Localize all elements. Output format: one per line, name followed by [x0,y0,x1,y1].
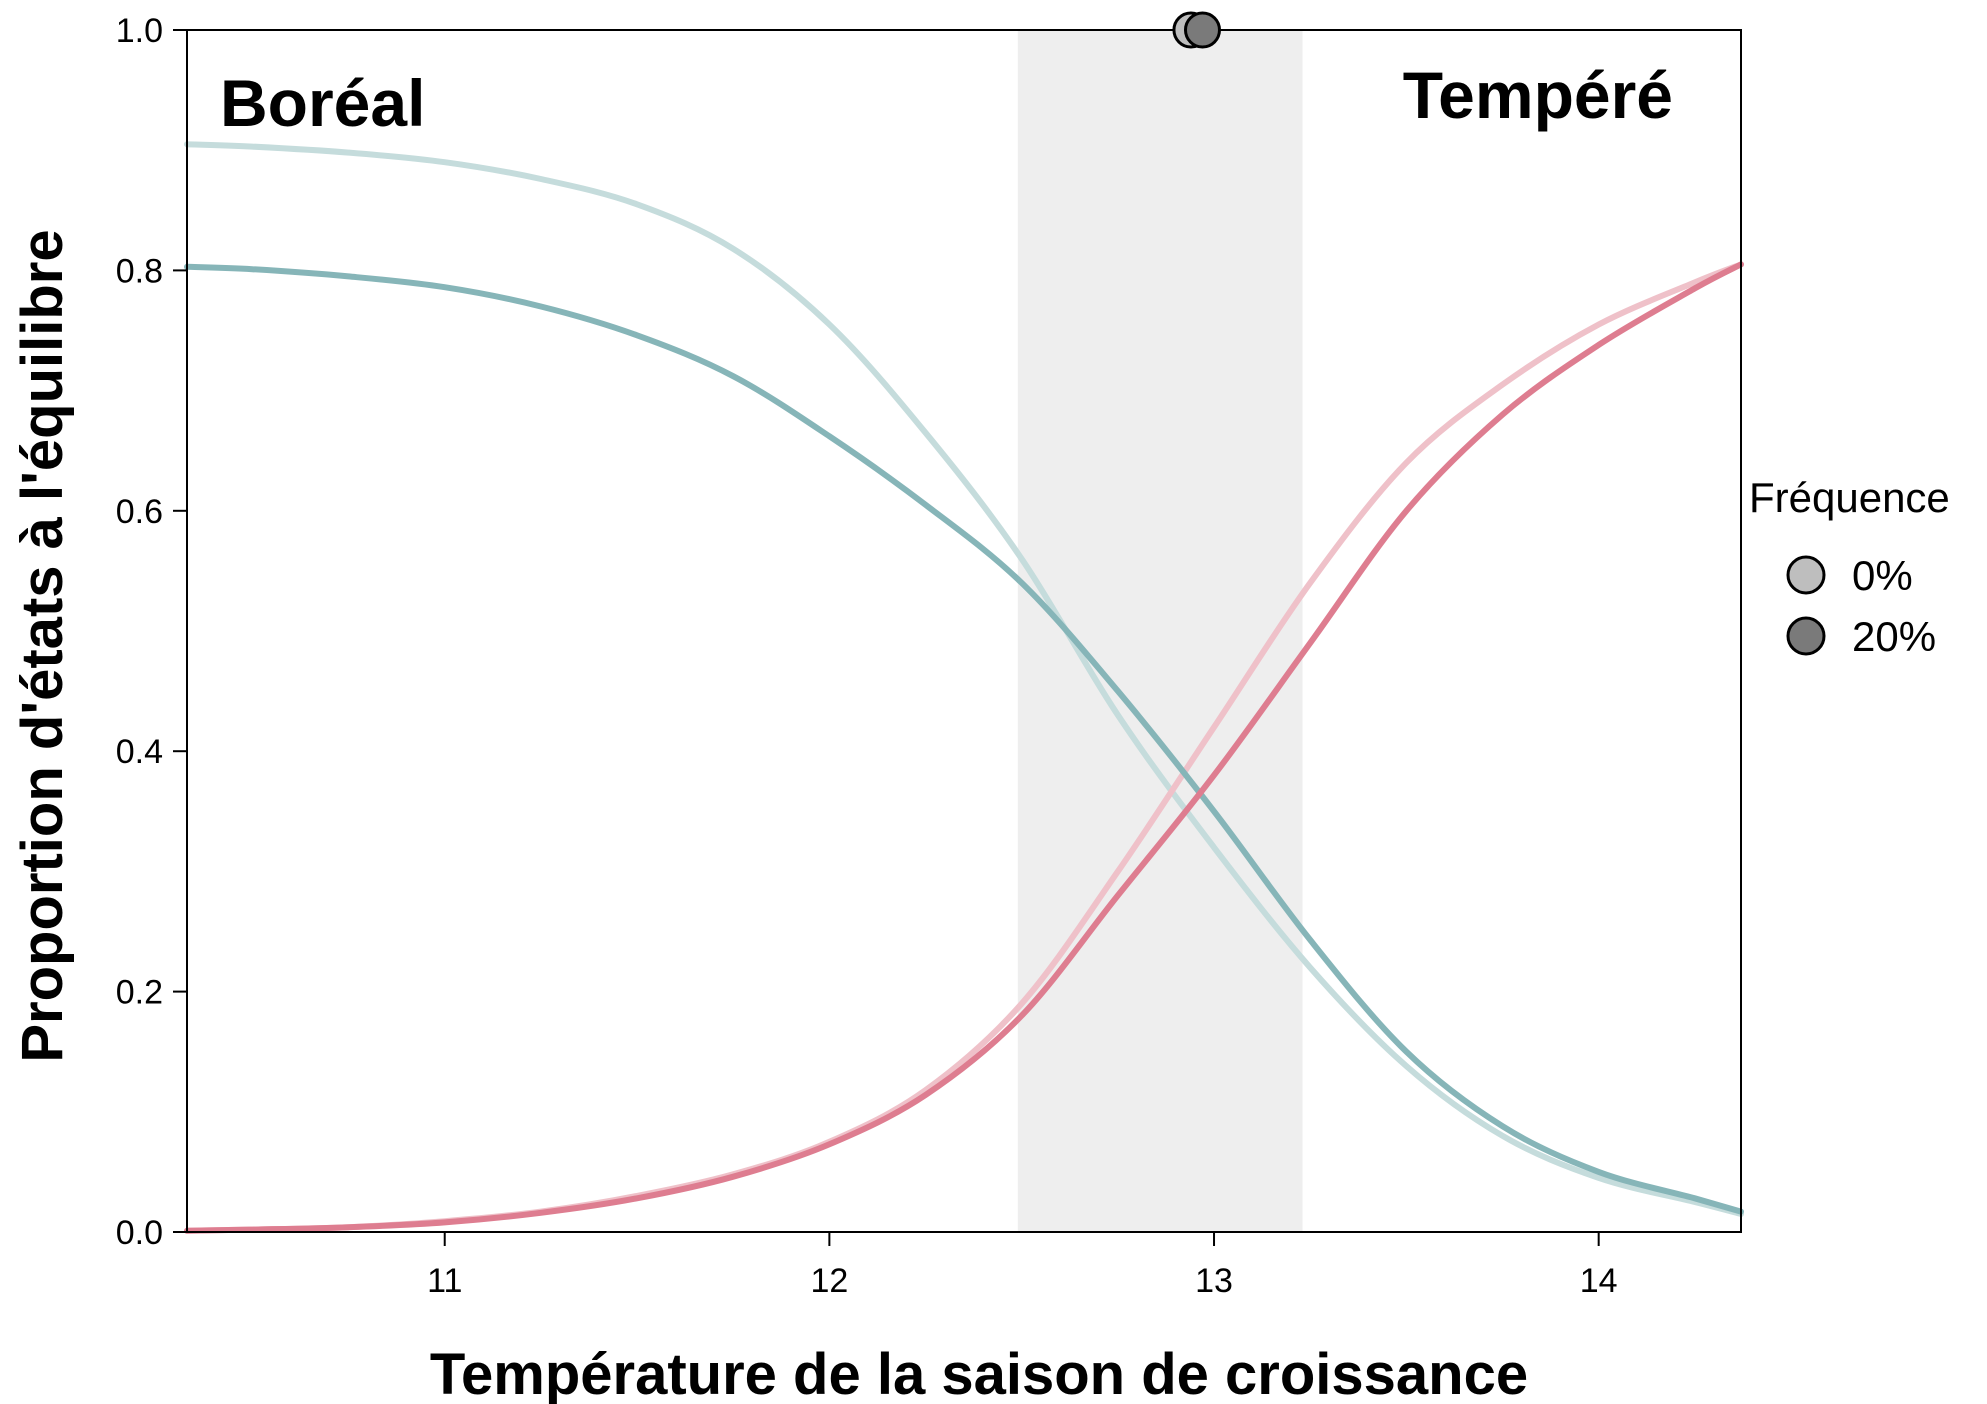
x-tick-label: 14 [1580,1262,1618,1300]
x-axis-ticks: 11 12 13 14 [427,1232,1618,1300]
boreal-label: Boréal [220,66,425,140]
legend-label: 0% [1852,552,1913,599]
plot-frame [186,29,1742,1233]
y-tick-label: 0.6 [116,493,163,531]
series-line-temperate-20pct [184,261,1744,1234]
y-axis-title: Proportion d'états à l'équilibre [10,229,75,1062]
x-axis-title: Température de la saison de croissance [430,1342,1528,1404]
legend-label: 20% [1852,613,1936,660]
x-tick-label: 12 [810,1262,848,1300]
y-tick-label: 1.0 [116,12,163,50]
y-axis-ticks: 0.0 0.2 0.4 0.6 0.8 1.0 [116,12,187,1252]
legend-swatch [1786,555,1826,595]
y-tick-label: 0.2 [116,974,163,1012]
legend-items: 0%20% [1786,552,1936,660]
series-line-boreal-20pct [184,263,1744,1215]
legend: Fréquence 0%20% [1749,474,1950,660]
legend-title: Fréquence [1749,474,1950,521]
temperate-label: Tempéré [1403,58,1673,132]
threshold-point-20pct [1183,11,1221,49]
x-tick-label: 11 [427,1262,462,1300]
legend-swatch [1786,616,1826,656]
y-tick-label: 0.4 [116,733,163,771]
threshold-points [1172,11,1221,49]
series-line-boreal-0pct [184,141,1744,1217]
y-tick-label: 0.8 [116,252,163,290]
x-tick-label: 13 [1195,1262,1233,1300]
shaded-uncertainty-band [1017,30,1303,1232]
y-tick-label: 0.0 [116,1214,163,1252]
series-layer [184,141,1744,1234]
